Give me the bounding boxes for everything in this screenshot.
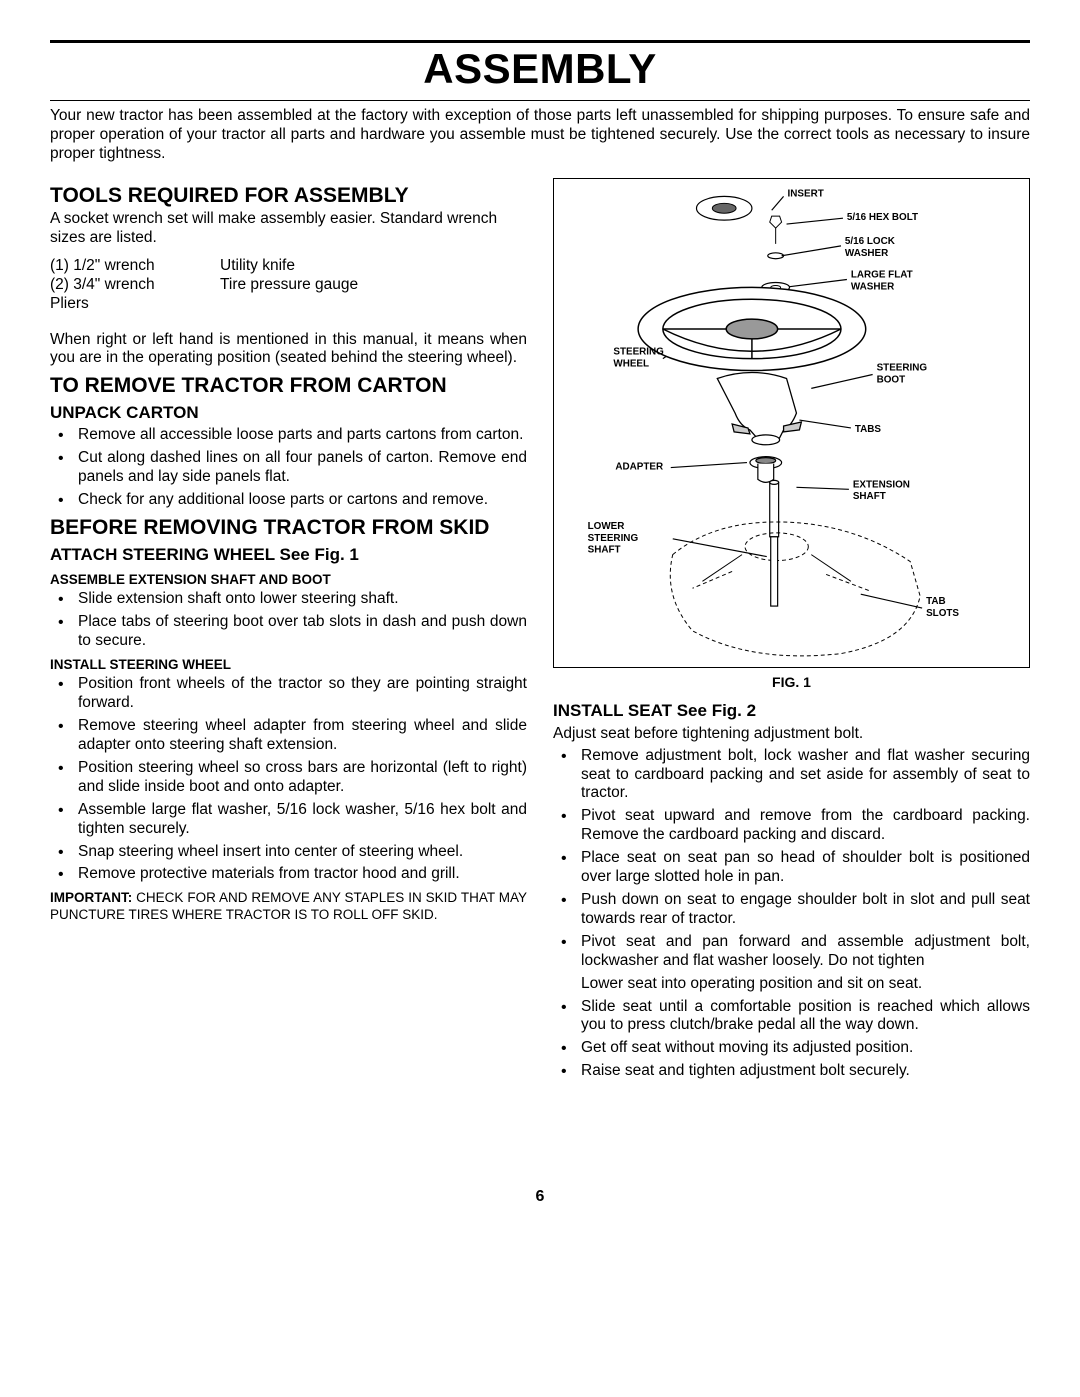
figure-1-diagram: INSERT 5/16 HEX BOLT 5/16 LOCK WASHER LA…	[553, 178, 1030, 668]
lbl-steerwheel2: WHEEL	[613, 359, 649, 370]
install-seat-list: Remove adjustment bolt, lock washer and …	[553, 747, 1030, 1082]
left-column: TOOLS REQUIRED FOR ASSEMBLY A socket wre…	[50, 178, 527, 1087]
lbl-lockwasher2: WASHER	[845, 248, 888, 259]
intro-paragraph: Your new tractor has been assembled at t…	[50, 107, 1030, 164]
tool-row-1: (1) 1/2" wrench Utility knife	[50, 257, 527, 276]
hand-note: When right or left hand is mentioned in …	[50, 331, 527, 369]
ext-shaft-list: Slide extension shaft onto lower steerin…	[50, 590, 527, 651]
lbl-tabs: TABS	[855, 424, 882, 435]
seat-item-7: Slide seat until a comfortable position …	[553, 998, 1030, 1036]
install-seat-heading: INSTALL SEAT See Fig. 2	[553, 701, 1030, 722]
lbl-flatwasher1: LARGE FLAT	[851, 269, 913, 280]
unpack-list: Remove all accessible loose parts and pa…	[50, 426, 527, 510]
figure-caption: FIG. 1	[553, 674, 1030, 691]
tool-left-3: Pliers	[50, 295, 220, 314]
tool-left-1: (1) 1/2" wrench	[50, 257, 220, 276]
ext-item-1: Slide extension shaft onto lower steerin…	[50, 590, 527, 609]
lbl-adapter: ADAPTER	[615, 461, 663, 472]
important-note: IMPORTANT: CHECK FOR AND REMOVE ANY STAP…	[50, 890, 527, 923]
lbl-hexbolt: 5/16 HEX BOLT	[847, 212, 918, 223]
tool-row-3: Pliers	[50, 295, 527, 314]
lbl-steerboot1: STEERING	[877, 363, 928, 374]
tool-left-2: (2) 3/4" wrench	[50, 276, 220, 295]
ext-shaft-heading: ASSEMBLE EXTENSION SHAFT AND BOOT	[50, 572, 527, 588]
seat-item-9: Raise seat and tighten adjustment bolt s…	[553, 1062, 1030, 1081]
page-number: 6	[50, 1187, 1030, 1207]
tool-right-1: Utility knife	[220, 257, 295, 276]
tool-row-2: (2) 3/4" wrench Tire pressure gauge	[50, 276, 527, 295]
unpack-item-3: Check for any additional loose parts or …	[50, 491, 527, 510]
lbl-lowershaft3: SHAFT	[588, 545, 621, 556]
lbl-steerboot2: BOOT	[877, 374, 906, 385]
lbl-extshaft1: EXTENSION	[853, 479, 910, 490]
seat-item-8: Get off seat without moving its adjusted…	[553, 1039, 1030, 1058]
before-skid-heading: BEFORE REMOVING TRACTOR FROM SKID	[50, 516, 527, 539]
unpack-heading: UNPACK CARTON	[50, 403, 527, 424]
lbl-lowershaft1: LOWER	[588, 521, 625, 532]
lbl-lowershaft2: STEERING	[588, 533, 639, 544]
install-seat-lead: Adjust seat before tightening adjustment…	[553, 725, 1030, 744]
ext-item-2: Place tabs of steering boot over tab slo…	[50, 613, 527, 651]
title-underline-rule	[50, 100, 1030, 101]
remove-carton-heading: TO REMOVE TRACTOR FROM CARTON	[50, 374, 527, 397]
iw-item-5: Snap steering wheel insert into center o…	[50, 843, 527, 862]
two-column-layout: TOOLS REQUIRED FOR ASSEMBLY A socket wre…	[50, 178, 1030, 1087]
install-wheel-heading: INSTALL STEERING WHEEL	[50, 657, 527, 673]
unpack-item-2: Cut along dashed lines on all four panel…	[50, 449, 527, 487]
seat-item-5: Pivot seat and pan forward and assemble …	[553, 933, 1030, 971]
lbl-steerwheel1: STEERING	[613, 347, 664, 358]
iw-item-2: Remove steering wheel adapter from steer…	[50, 717, 527, 755]
iw-item-6: Remove protective materials from tractor…	[50, 865, 527, 884]
seat-item-4: Push down on seat to engage shoulder bol…	[553, 891, 1030, 929]
lbl-lockwasher1: 5/16 LOCK	[845, 236, 896, 247]
iw-item-4: Assemble large flat washer, 5/16 lock wa…	[50, 801, 527, 839]
unpack-item-1: Remove all accessible loose parts and pa…	[50, 426, 527, 445]
install-wheel-list: Position front wheels of the tractor so …	[50, 675, 527, 884]
tools-heading: TOOLS REQUIRED FOR ASSEMBLY	[50, 184, 527, 207]
seat-item-3: Place seat on seat pan so head of should…	[553, 849, 1030, 887]
tools-lead: A socket wrench set will make assembly e…	[50, 210, 527, 248]
tool-right-2: Tire pressure gauge	[220, 276, 358, 295]
iw-item-1: Position front wheels of the tractor so …	[50, 675, 527, 713]
seat-item-2: Pivot seat upward and remove from the ca…	[553, 807, 1030, 845]
lbl-tabslots1: TAB	[926, 596, 946, 607]
important-label: IMPORTANT:	[50, 890, 132, 905]
attach-wheel-heading: ATTACH STEERING WHEEL See Fig. 1	[50, 545, 527, 566]
lbl-tabslots2: SLOTS	[926, 608, 959, 619]
seat-item-1: Remove adjustment bolt, lock washer and …	[553, 747, 1030, 804]
seat-item-6: Lower seat into operating position and s…	[553, 975, 1030, 994]
page-title: ASSEMBLY	[50, 43, 1030, 94]
right-column: INSERT 5/16 HEX BOLT 5/16 LOCK WASHER LA…	[553, 178, 1030, 1087]
lbl-flatwasher2: WASHER	[851, 281, 894, 292]
iw-item-3: Position steering wheel so cross bars ar…	[50, 759, 527, 797]
lbl-insert: INSERT	[788, 188, 824, 199]
lbl-extshaft2: SHAFT	[853, 491, 886, 502]
